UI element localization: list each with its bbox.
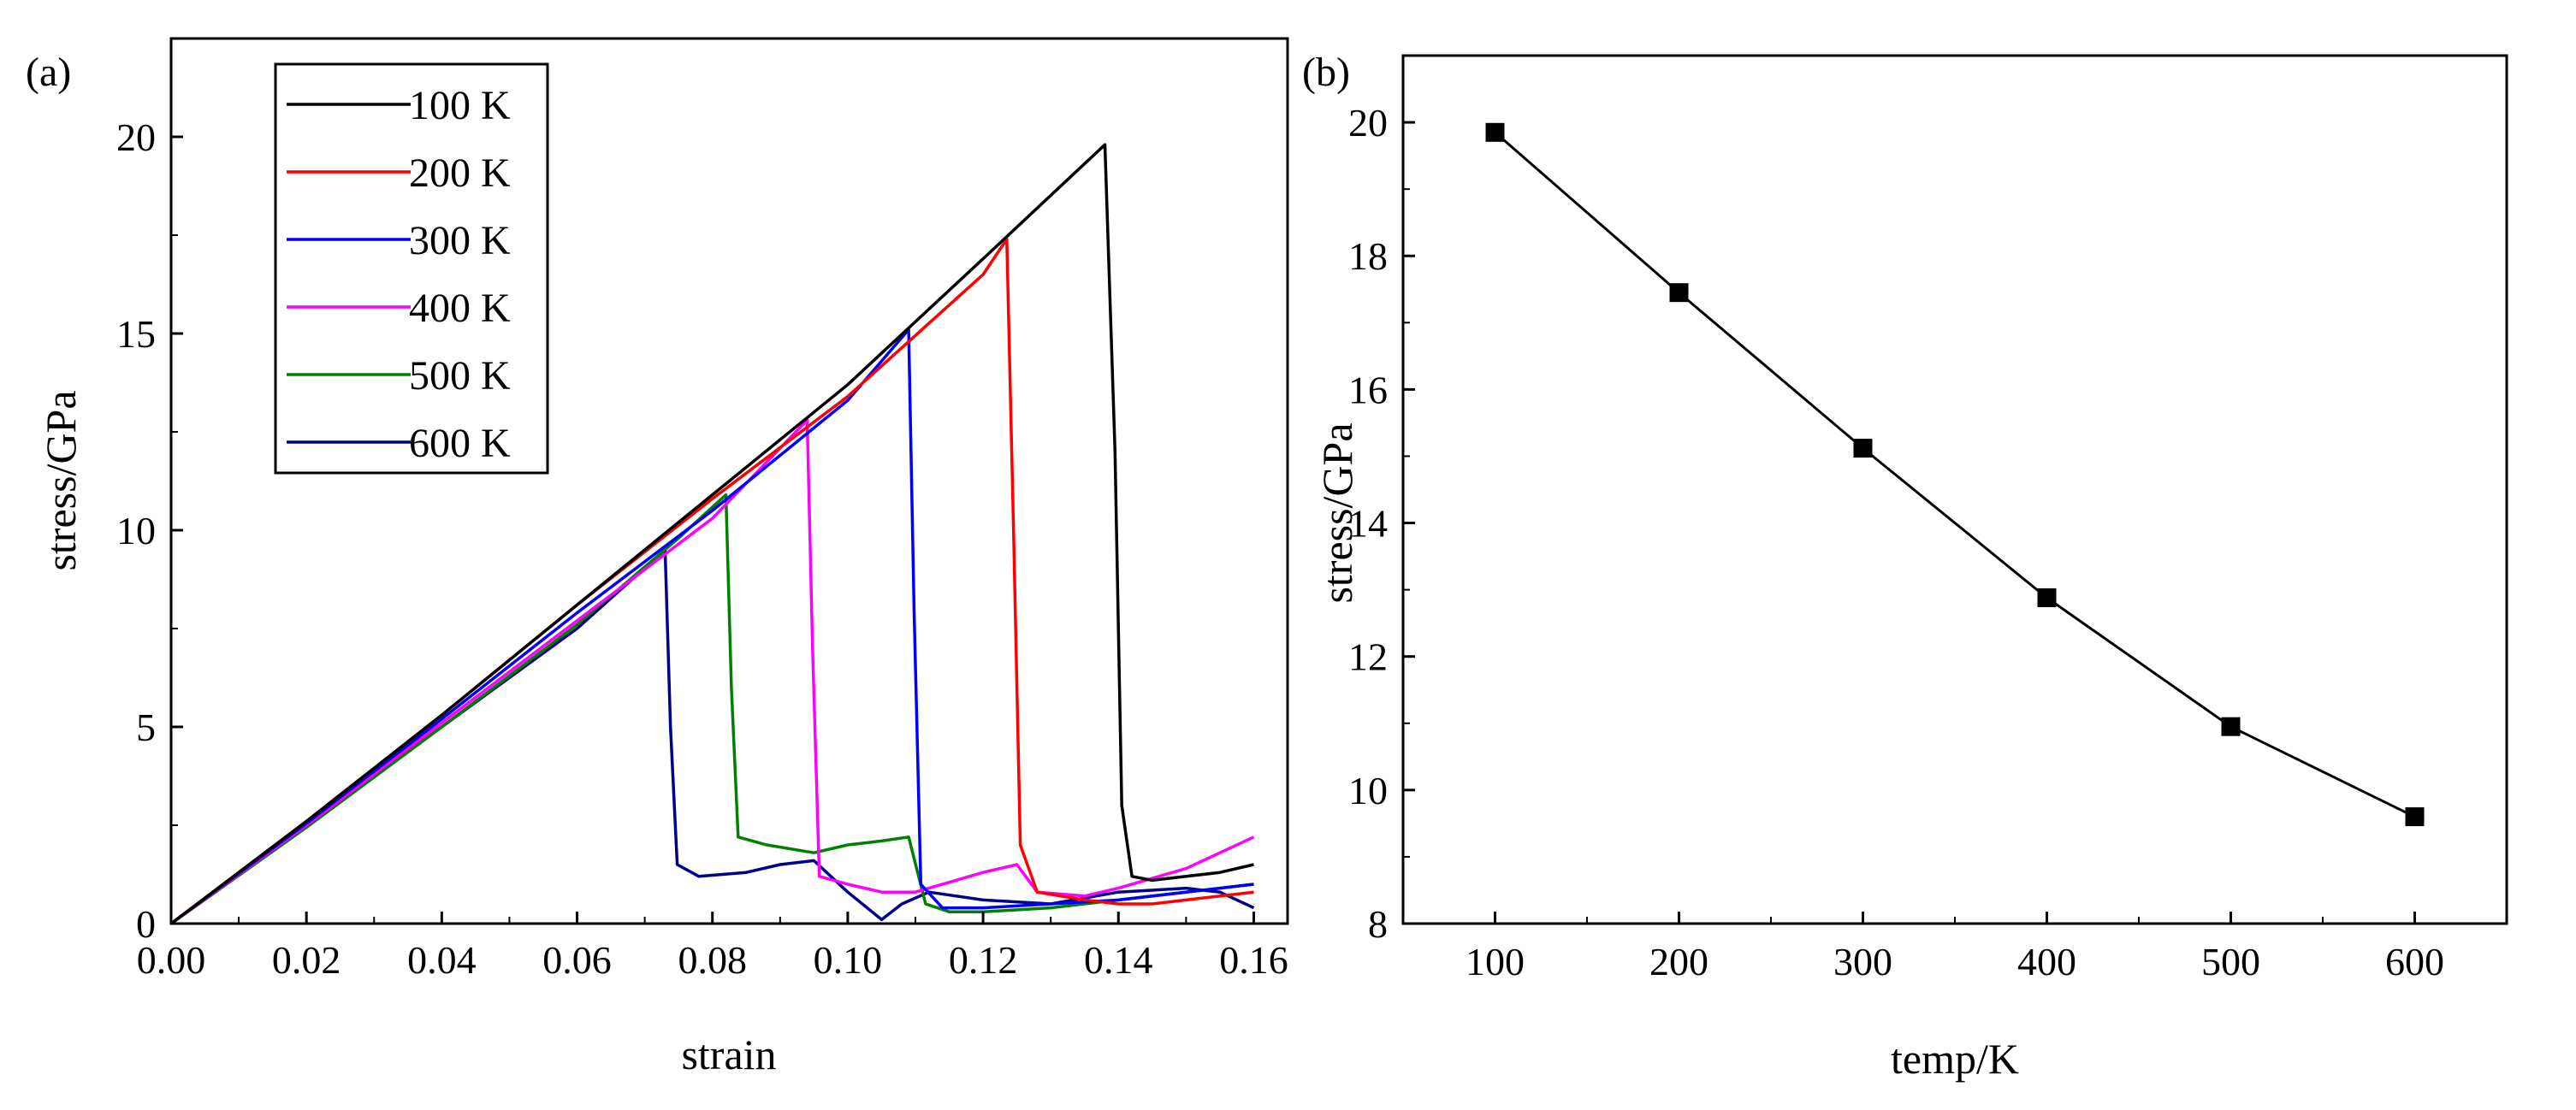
panel-b-temp-stress-chart: (b) 100 200 300 400 500 600 8 10 12 14 16 18 20 temp… bbox=[1302, 50, 2508, 1083]
x-tick-label: 0.06 bbox=[542, 938, 612, 982]
series-line-500k bbox=[169, 493, 1254, 925]
panel-b-axis-ticks: 100 200 300 400 500 600 8 10 12 14 16 18 20 bbox=[1348, 55, 2508, 983]
panel-b-label: (b) bbox=[1302, 50, 1350, 95]
data-point-marker bbox=[1669, 283, 1689, 303]
panel-a-label: (a) bbox=[26, 50, 71, 95]
y-tick-label: 20 bbox=[1348, 101, 1388, 145]
panel-a-x-axis-label: strain bbox=[681, 1030, 776, 1078]
panel-a-y-axis-label: stress/GPa bbox=[37, 390, 85, 570]
series-line-100k bbox=[169, 143, 1254, 925]
panel-a-series-group bbox=[169, 143, 1255, 925]
y-tick-label: 12 bbox=[1348, 635, 1388, 679]
x-tick-label: 400 bbox=[2017, 940, 2076, 983]
y-tick-label: 14 bbox=[1348, 502, 1388, 546]
data-point-marker bbox=[1853, 439, 1873, 458]
panel-b-y-axis-label: stress/GPa bbox=[1313, 422, 1361, 603]
x-tick-label: 0.02 bbox=[272, 938, 341, 982]
y-tick-label: 10 bbox=[1348, 769, 1388, 812]
y-tick-label: 16 bbox=[1348, 368, 1388, 411]
y-tick-label: 8 bbox=[1368, 902, 1388, 946]
y-tick-label: 0 bbox=[136, 902, 156, 946]
x-tick-label: 0.12 bbox=[949, 938, 1018, 982]
legend-entry-label: 300 K bbox=[409, 218, 511, 263]
panel-b-series-group bbox=[1485, 122, 2425, 827]
series-line-400k bbox=[169, 418, 1255, 925]
x-tick-label: 200 bbox=[1649, 940, 1708, 983]
x-tick-label: 0.00 bbox=[137, 938, 206, 982]
x-tick-label: 500 bbox=[2201, 940, 2260, 983]
legend-entry-label: 100 K bbox=[409, 83, 511, 128]
series-line-peak-stress bbox=[1494, 131, 2416, 818]
y-tick-label: 15 bbox=[116, 312, 156, 356]
y-tick-label: 18 bbox=[1348, 234, 1388, 278]
x-tick-label: 0.08 bbox=[678, 938, 747, 982]
data-point-marker bbox=[2037, 587, 2057, 607]
x-tick-label: 0.16 bbox=[1219, 938, 1288, 982]
data-point-marker bbox=[2221, 717, 2241, 736]
data-point-marker bbox=[1485, 122, 1505, 142]
panel-a-axis-ticks: 0.00 0.02 0.04 0.06 0.08 0.10 0.12 0.14 0.16 0 5 10… bbox=[116, 38, 1288, 982]
panel-a-plot-frame bbox=[169, 37, 1289, 925]
y-tick-label: 5 bbox=[136, 706, 156, 749]
panel-b-x-axis-label: temp/K bbox=[1891, 1035, 2019, 1083]
legend-entry-label: 400 K bbox=[409, 286, 511, 331]
x-tick-label: 0.04 bbox=[407, 938, 477, 982]
series-line-600k bbox=[169, 548, 1255, 925]
data-point-marker bbox=[2405, 807, 2425, 827]
legend-entry-label: 600 K bbox=[409, 421, 511, 466]
legend-entry-label: 200 K bbox=[409, 151, 511, 196]
legend-entry-label: 500 K bbox=[409, 353, 511, 399]
panel-a-strain-stress-chart: (a) 0.00 0.02 0.04 0.06 0.08 0.10 0.12 0.14 0.16… bbox=[26, 37, 1289, 1078]
x-tick-label: 300 bbox=[1833, 940, 1892, 983]
y-tick-label: 10 bbox=[116, 509, 156, 552]
legend-frame bbox=[274, 62, 549, 475]
x-tick-label: 100 bbox=[1466, 940, 1525, 983]
panel-b-plot-frame bbox=[1401, 54, 2508, 925]
y-tick-label: 20 bbox=[116, 115, 156, 159]
x-tick-label: 600 bbox=[2385, 940, 2444, 983]
x-tick-label: 0.14 bbox=[1084, 938, 1153, 982]
panel-a-legend: 100 K 200 K 300 K 400 K 500 K 600 K bbox=[274, 62, 549, 475]
x-tick-label: 0.10 bbox=[814, 938, 883, 982]
